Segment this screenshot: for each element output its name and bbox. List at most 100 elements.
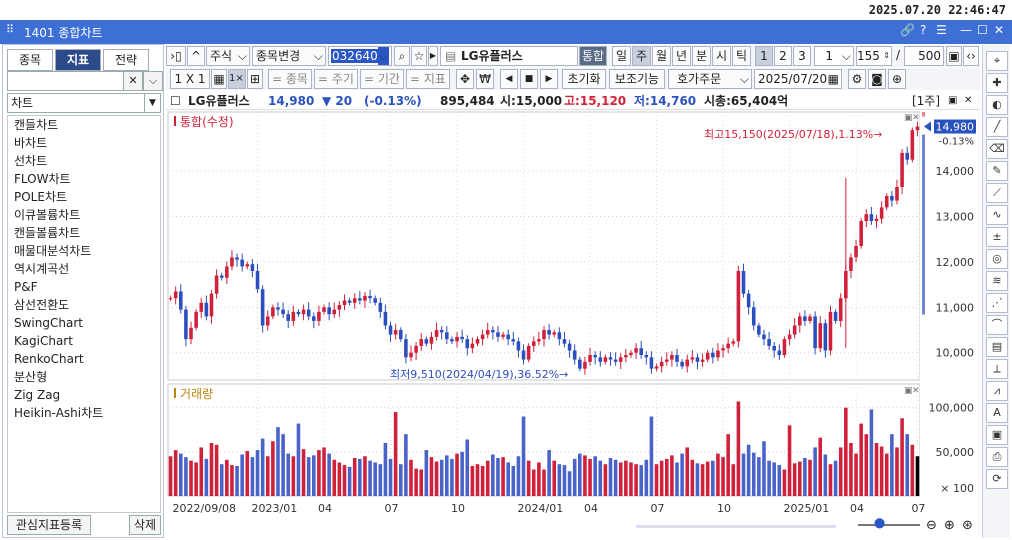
stop-icon[interactable]: ■ bbox=[520, 69, 538, 89]
search-icon[interactable]: ⌕ bbox=[394, 46, 410, 66]
zoom-fit-icon[interactable]: ⊛ bbox=[962, 518, 973, 533]
period-tab[interactable]: 시 bbox=[712, 46, 731, 66]
chart-area[interactable]: 14,000 13,000 12,000 11,000 10,000 100,000 50,… bbox=[166, 110, 980, 518]
toggle-range-button[interactable]: = 기간 bbox=[360, 69, 404, 89]
integrated-button[interactable]: 통합 bbox=[579, 46, 607, 66]
stock-type-select[interactable]: 주식 ⌵ bbox=[206, 46, 250, 66]
list-item[interactable]: 바차트 bbox=[14, 136, 48, 150]
triangle-right-icon[interactable]: ▶ bbox=[428, 46, 438, 66]
list-item[interactable]: 선차트 bbox=[14, 154, 48, 168]
grid-lines-icon[interactable]: ▤ bbox=[986, 337, 1008, 357]
star-icon[interactable]: ☆ bbox=[411, 46, 427, 66]
link-icon[interactable]: 🔗 bbox=[900, 23, 915, 37]
price-chart-svg[interactable]: 14,000 13,000 12,000 11,000 10,000 100,000 50,… bbox=[166, 110, 980, 518]
ruler-icon[interactable]: ⟂ bbox=[986, 359, 1008, 379]
close-icon[interactable]: ✕ bbox=[964, 95, 973, 106]
arc-icon[interactable]: ⌒ bbox=[986, 315, 1008, 335]
delete-button[interactable]: 삭제 bbox=[129, 515, 161, 535]
change-stock-select[interactable]: 종목변경 ⌵ bbox=[252, 46, 326, 66]
category-select[interactable]: 차트 ▼ bbox=[7, 93, 161, 113]
plus-minus-icon[interactable]: ± bbox=[986, 227, 1008, 247]
period-tab[interactable]: 일 bbox=[612, 46, 631, 66]
zoom-out-icon[interactable]: ⊖ bbox=[926, 518, 937, 533]
wave-icon[interactable]: ∿ bbox=[986, 205, 1008, 225]
crosshair-icon[interactable]: ✥ bbox=[456, 69, 474, 89]
aux-button[interactable]: 보조기능 bbox=[609, 69, 665, 89]
tool-icon[interactable]: ✚ bbox=[986, 73, 1008, 93]
next-icon[interactable]: ▶ bbox=[540, 69, 558, 89]
list-item[interactable]: 분산형 bbox=[14, 370, 48, 384]
half-circle-icon[interactable]: ◐ bbox=[986, 95, 1008, 115]
fibonacci-icon[interactable]: ⋰ bbox=[986, 293, 1008, 313]
layout-button[interactable]: 1 X 1 bbox=[170, 69, 210, 89]
trend-icon[interactable]: ⟋ bbox=[986, 183, 1008, 203]
list-item[interactable]: 매물대분석차트 bbox=[14, 244, 92, 258]
toggle-stock-button[interactable]: = 종목 bbox=[268, 69, 312, 89]
list-item[interactable]: 삼선전환도 bbox=[14, 298, 70, 312]
list-item[interactable]: SwingChart bbox=[14, 316, 83, 330]
grid-layout-icon[interactable]: ▦ bbox=[211, 69, 227, 89]
toggle-indicator-button[interactable]: = 지표 bbox=[406, 69, 450, 89]
tab-indicator[interactable]: 지표 bbox=[55, 49, 101, 71]
minimize-icon[interactable]: — bbox=[960, 23, 972, 37]
menu-icon[interactable]: ☰ bbox=[936, 23, 947, 37]
save-icon[interactable]: ▣ bbox=[946, 46, 962, 66]
toggle-period-button[interactable]: = 주기 bbox=[314, 69, 358, 89]
num-2-button[interactable]: 2 bbox=[774, 46, 792, 66]
print-icon[interactable]: ⎙ bbox=[986, 447, 1008, 467]
chevron-down-icon[interactable]: ⌵ bbox=[143, 71, 163, 91]
shapes-icon[interactable]: ◎ bbox=[986, 249, 1008, 269]
list-item[interactable]: KagiChart bbox=[14, 334, 73, 348]
num-3-button[interactable]: 3 bbox=[793, 46, 811, 66]
period-tab[interactable]: 분 bbox=[692, 46, 711, 66]
date-input[interactable]: 2025/07/20 ▦ bbox=[754, 69, 842, 89]
zoom-handle-icon[interactable]: ⬤ bbox=[874, 518, 886, 529]
list-item[interactable]: FLOW차트 bbox=[14, 172, 71, 186]
reset-button[interactable]: 초기화 bbox=[562, 69, 606, 89]
list-item[interactable]: Zig Zag bbox=[14, 388, 61, 402]
indicator-search-input[interactable] bbox=[7, 71, 125, 91]
chevron-up-icon[interactable]: ^ bbox=[187, 46, 205, 66]
list-item[interactable]: 캔들차트 bbox=[14, 118, 59, 132]
period-tab[interactable]: 년 bbox=[672, 46, 691, 66]
scroll-track[interactable] bbox=[636, 525, 836, 528]
toggle-panel-icon[interactable]: ›▯ bbox=[166, 46, 186, 66]
list-item[interactable]: Heikin-Ashi차트 bbox=[14, 406, 104, 420]
eraser-icon[interactable]: ⌫ bbox=[986, 139, 1008, 159]
tab-strategy[interactable]: 전략 bbox=[103, 49, 149, 71]
count-input[interactable]: 1 ⌵ bbox=[814, 46, 854, 66]
list-item[interactable]: POLE차트 bbox=[14, 190, 68, 204]
refresh-icon[interactable]: ⟳ bbox=[986, 469, 1008, 489]
channel-icon[interactable]: ≋ bbox=[986, 271, 1008, 291]
period-tab[interactable]: 주 bbox=[632, 46, 651, 66]
line-icon[interactable]: ╱ bbox=[986, 117, 1008, 137]
split-layout-icon[interactable]: ⊞ bbox=[247, 69, 263, 89]
order-select[interactable]: 호가주문 ⌵ bbox=[668, 69, 752, 89]
code-icon[interactable]: ‹› bbox=[963, 46, 979, 66]
clear-icon[interactable]: ✕ bbox=[123, 71, 143, 91]
num-1-button[interactable]: 1 bbox=[755, 46, 773, 66]
pin-icon[interactable]: ⌖ bbox=[986, 51, 1008, 71]
period-tab[interactable]: 틱 bbox=[732, 46, 751, 66]
list-item[interactable]: RenkoChart bbox=[14, 352, 84, 366]
single-layout-icon[interactable]: 1×1 bbox=[228, 69, 246, 89]
register-indicator-button[interactable]: 관심지표등록 bbox=[7, 515, 91, 535]
list-item[interactable]: 역시계곡선 bbox=[14, 262, 70, 276]
settings-icon[interactable]: ⚙ bbox=[848, 69, 866, 89]
list-item[interactable]: 캔들볼륨차트 bbox=[14, 226, 81, 240]
text-icon[interactable]: A bbox=[986, 403, 1008, 423]
won-icon[interactable]: ₩ bbox=[476, 69, 494, 89]
chart-tool-icon[interactable]: ⩘ bbox=[986, 381, 1008, 401]
zoom-in-icon[interactable]: ⊕ bbox=[944, 518, 955, 533]
close-icon[interactable]: ✕ bbox=[994, 23, 1005, 37]
stock-code-input[interactable]: 032640 ⌵ bbox=[328, 46, 392, 66]
pencil-icon[interactable]: ✎ bbox=[986, 161, 1008, 181]
capture-icon[interactable]: ◙ bbox=[868, 69, 886, 89]
bars-input[interactable]: 155 ⇕ bbox=[856, 46, 892, 66]
tab-stock[interactable]: 종목 bbox=[7, 49, 53, 71]
export-icon[interactable]: ⊕ bbox=[888, 69, 906, 89]
photo-icon[interactable]: ▣ bbox=[986, 425, 1008, 445]
prev-icon[interactable]: ◀ bbox=[500, 69, 518, 89]
period-tab[interactable]: 월 bbox=[652, 46, 671, 66]
help-icon[interactable]: ? bbox=[920, 23, 927, 37]
